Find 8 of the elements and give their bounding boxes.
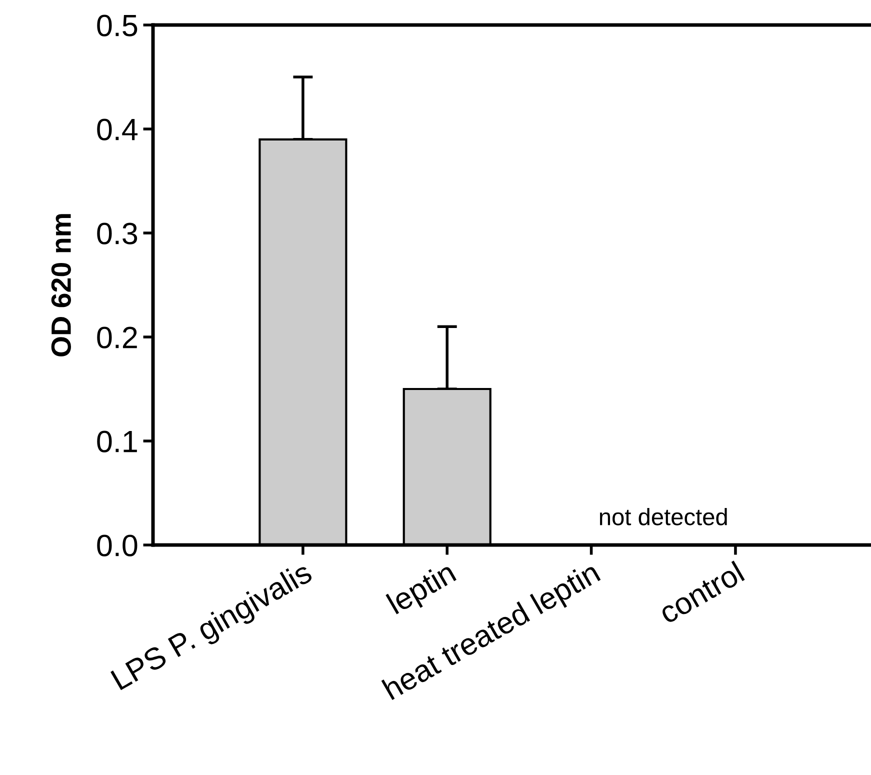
y-tick-label: 0.1 <box>97 430 137 452</box>
y-tick-label: 0.2 <box>97 326 137 348</box>
y-tick-label: 0.3 <box>97 222 138 244</box>
y-tick-label: 0.5 <box>97 14 138 36</box>
annotation: not detected <box>600 508 727 526</box>
y-tick-label: 0.0 <box>97 534 138 556</box>
y-axis-title: OD 620 nm <box>51 214 72 356</box>
y-tick-label: 0.4 <box>97 118 138 140</box>
